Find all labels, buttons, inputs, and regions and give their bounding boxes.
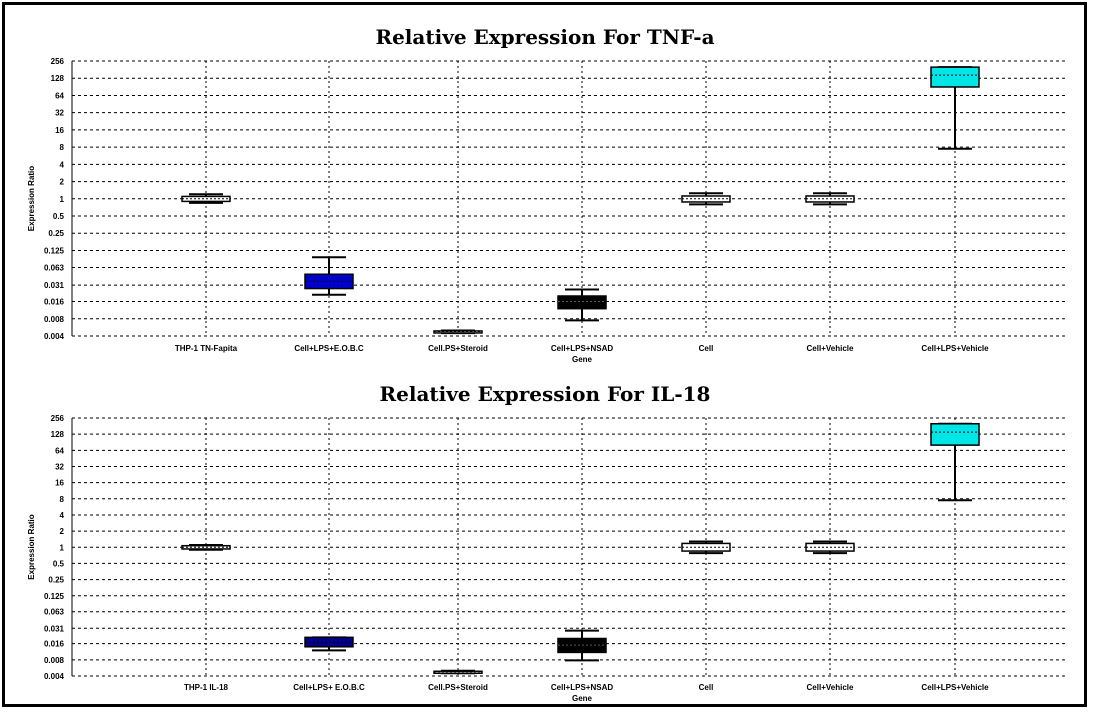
y-tick-label: 0.016: [44, 298, 65, 307]
box-1: [181, 193, 231, 204]
y-axis-label: Expression Ratio: [27, 166, 36, 231]
y-tick-label: 32: [55, 109, 64, 118]
x-tick-label: Cell.PS+Steroid: [428, 683, 488, 692]
y-tick-label: 0.016: [44, 640, 65, 649]
y-axis-label: Expression Ratio: [27, 514, 36, 579]
x-axis-label: Gene: [572, 694, 593, 703]
y-tick-label: 0.008: [44, 315, 65, 324]
x-tick-label: Cell+LPS+E.O.B.C: [294, 344, 364, 353]
y-tick-label: 64: [55, 446, 64, 455]
y-tick-label: 128: [51, 74, 65, 83]
box-body: [930, 66, 980, 88]
y-tick-label: 0.063: [44, 608, 65, 617]
y-tick-label: 0.031: [44, 624, 65, 633]
y-tick-label: 32: [55, 462, 64, 471]
box-2: [304, 256, 354, 296]
y-tick-label: 0.5: [53, 559, 65, 568]
y-tick-label: 4: [60, 160, 65, 169]
box-5: [681, 192, 731, 206]
y-tick-label: 4: [60, 511, 65, 520]
y-tick-label: 8: [60, 143, 65, 152]
box-2: [304, 636, 354, 652]
chart-title: Relative Expression For TNF-a: [375, 25, 714, 49]
y-tick-label: 1: [60, 543, 65, 552]
box-3: [433, 329, 483, 335]
x-tick-label: Cell+LPS+Vehicle: [921, 344, 989, 353]
x-tick-label: Cell+LPS+Vehicle: [921, 683, 989, 692]
x-axis-label: Gene: [572, 355, 593, 364]
x-tick-label: THP-1 IL-18: [184, 683, 229, 692]
box-1: [181, 544, 231, 551]
y-tick-label: 64: [55, 91, 64, 100]
box-5: [681, 540, 731, 555]
y-tick-label: 0.031: [44, 281, 65, 290]
y-tick-label: 0.004: [44, 672, 65, 681]
box-6: [805, 192, 855, 206]
chart-frame: [2, 2, 1087, 707]
x-tick-label: Cell+Vehicle: [807, 683, 854, 692]
box-3: [433, 669, 483, 675]
y-tick-label: 8: [60, 495, 65, 504]
y-tick-label: 16: [55, 479, 64, 488]
chart-2: Relative Expression For IL-1825612864321…: [27, 382, 1068, 703]
box-body: [930, 423, 980, 446]
chart-1: Relative Expression For TNF-a25612864321…: [27, 25, 1068, 364]
y-tick-label: 2: [60, 527, 65, 536]
y-tick-label: 128: [51, 430, 65, 439]
chart-title: Relative Expression For IL-18: [380, 382, 711, 406]
y-tick-label: 0.25: [48, 576, 64, 585]
box-4: [557, 629, 607, 662]
x-tick-label: Cell+LPS+NSAD: [551, 344, 613, 353]
x-tick-label: Cell: [699, 683, 714, 692]
y-tick-label: 1: [60, 195, 65, 204]
y-tick-label: 0.008: [44, 656, 65, 665]
box-7: [930, 422, 980, 502]
x-tick-label: Cell+LPS+ E.O.B.C: [293, 683, 365, 692]
box-7: [930, 66, 980, 150]
y-tick-label: 256: [51, 57, 65, 66]
y-tick-label: 2: [60, 178, 65, 187]
box-6: [805, 540, 855, 555]
y-tick-label: 0.063: [44, 263, 65, 272]
box-body: [557, 295, 607, 310]
x-tick-label: Cell.PS+Steroid: [428, 344, 488, 353]
x-tick-label: Cell+LPS+NSAD: [551, 683, 613, 692]
y-tick-label: 0.25: [48, 229, 64, 238]
y-tick-label: 16: [55, 126, 64, 135]
x-tick-label: Cell: [699, 344, 714, 353]
y-tick-label: 0.125: [44, 592, 65, 601]
y-tick-label: 0.5: [53, 212, 65, 221]
y-tick-label: 256: [51, 414, 65, 423]
x-tick-label: Cell+Vehicle: [807, 344, 854, 353]
x-tick-label: THP-1 TN-Fapita: [175, 344, 238, 353]
box-4: [557, 288, 607, 322]
y-tick-label: 0.125: [44, 246, 65, 255]
y-tick-label: 0.004: [44, 332, 65, 341]
